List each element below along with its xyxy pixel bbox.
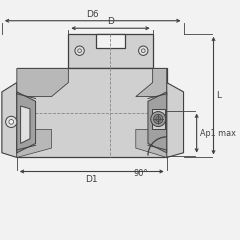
Text: D1: D1 [85,175,98,184]
Text: L: L [216,91,221,100]
Text: 90°: 90° [133,169,148,178]
Polygon shape [17,68,68,96]
Circle shape [151,112,166,126]
Bar [68,34,153,68]
Bar [96,34,125,48]
Polygon shape [17,92,36,153]
Circle shape [75,46,84,55]
Circle shape [6,116,17,127]
Polygon shape [136,68,167,96]
Text: D6: D6 [86,10,99,19]
Bar [17,68,167,157]
Polygon shape [17,129,52,157]
Polygon shape [21,106,30,144]
Polygon shape [2,83,17,157]
Circle shape [138,46,148,55]
Circle shape [9,120,14,124]
Polygon shape [136,129,167,157]
Polygon shape [148,92,167,153]
Text: D: D [107,17,114,26]
Text: Ap1 max: Ap1 max [200,129,236,138]
Bar [152,109,165,129]
Circle shape [154,114,163,124]
Polygon shape [167,83,184,157]
